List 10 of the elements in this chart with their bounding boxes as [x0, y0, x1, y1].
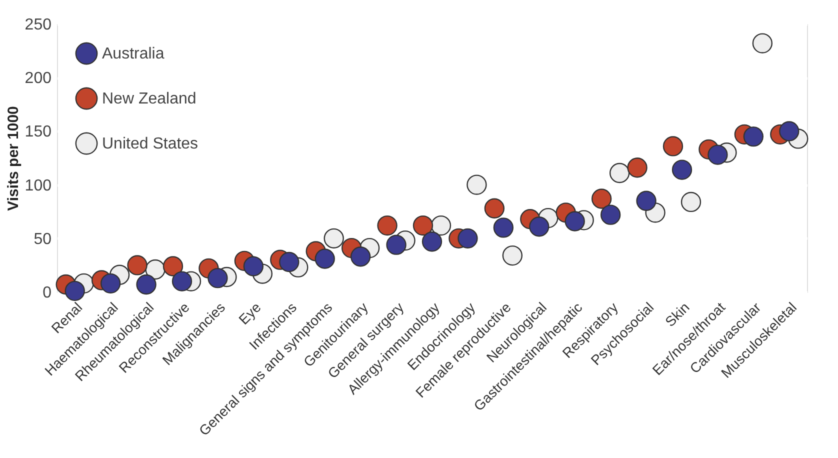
y-tick-label: 0 — [42, 284, 52, 302]
legend-label: Australia — [102, 46, 164, 62]
y-tick-label: 50 — [34, 230, 52, 248]
y-tick-label: 250 — [24, 16, 52, 34]
legend-label: New Zealand — [102, 90, 196, 108]
y-tick-label: 150 — [24, 124, 52, 141]
legend-label: United States — [102, 136, 198, 152]
y-tick-label: 100 — [24, 177, 52, 194]
y-axis-title: Visits per 1000 — [4, 106, 22, 211]
y-tick-label: 200 — [24, 70, 52, 88]
